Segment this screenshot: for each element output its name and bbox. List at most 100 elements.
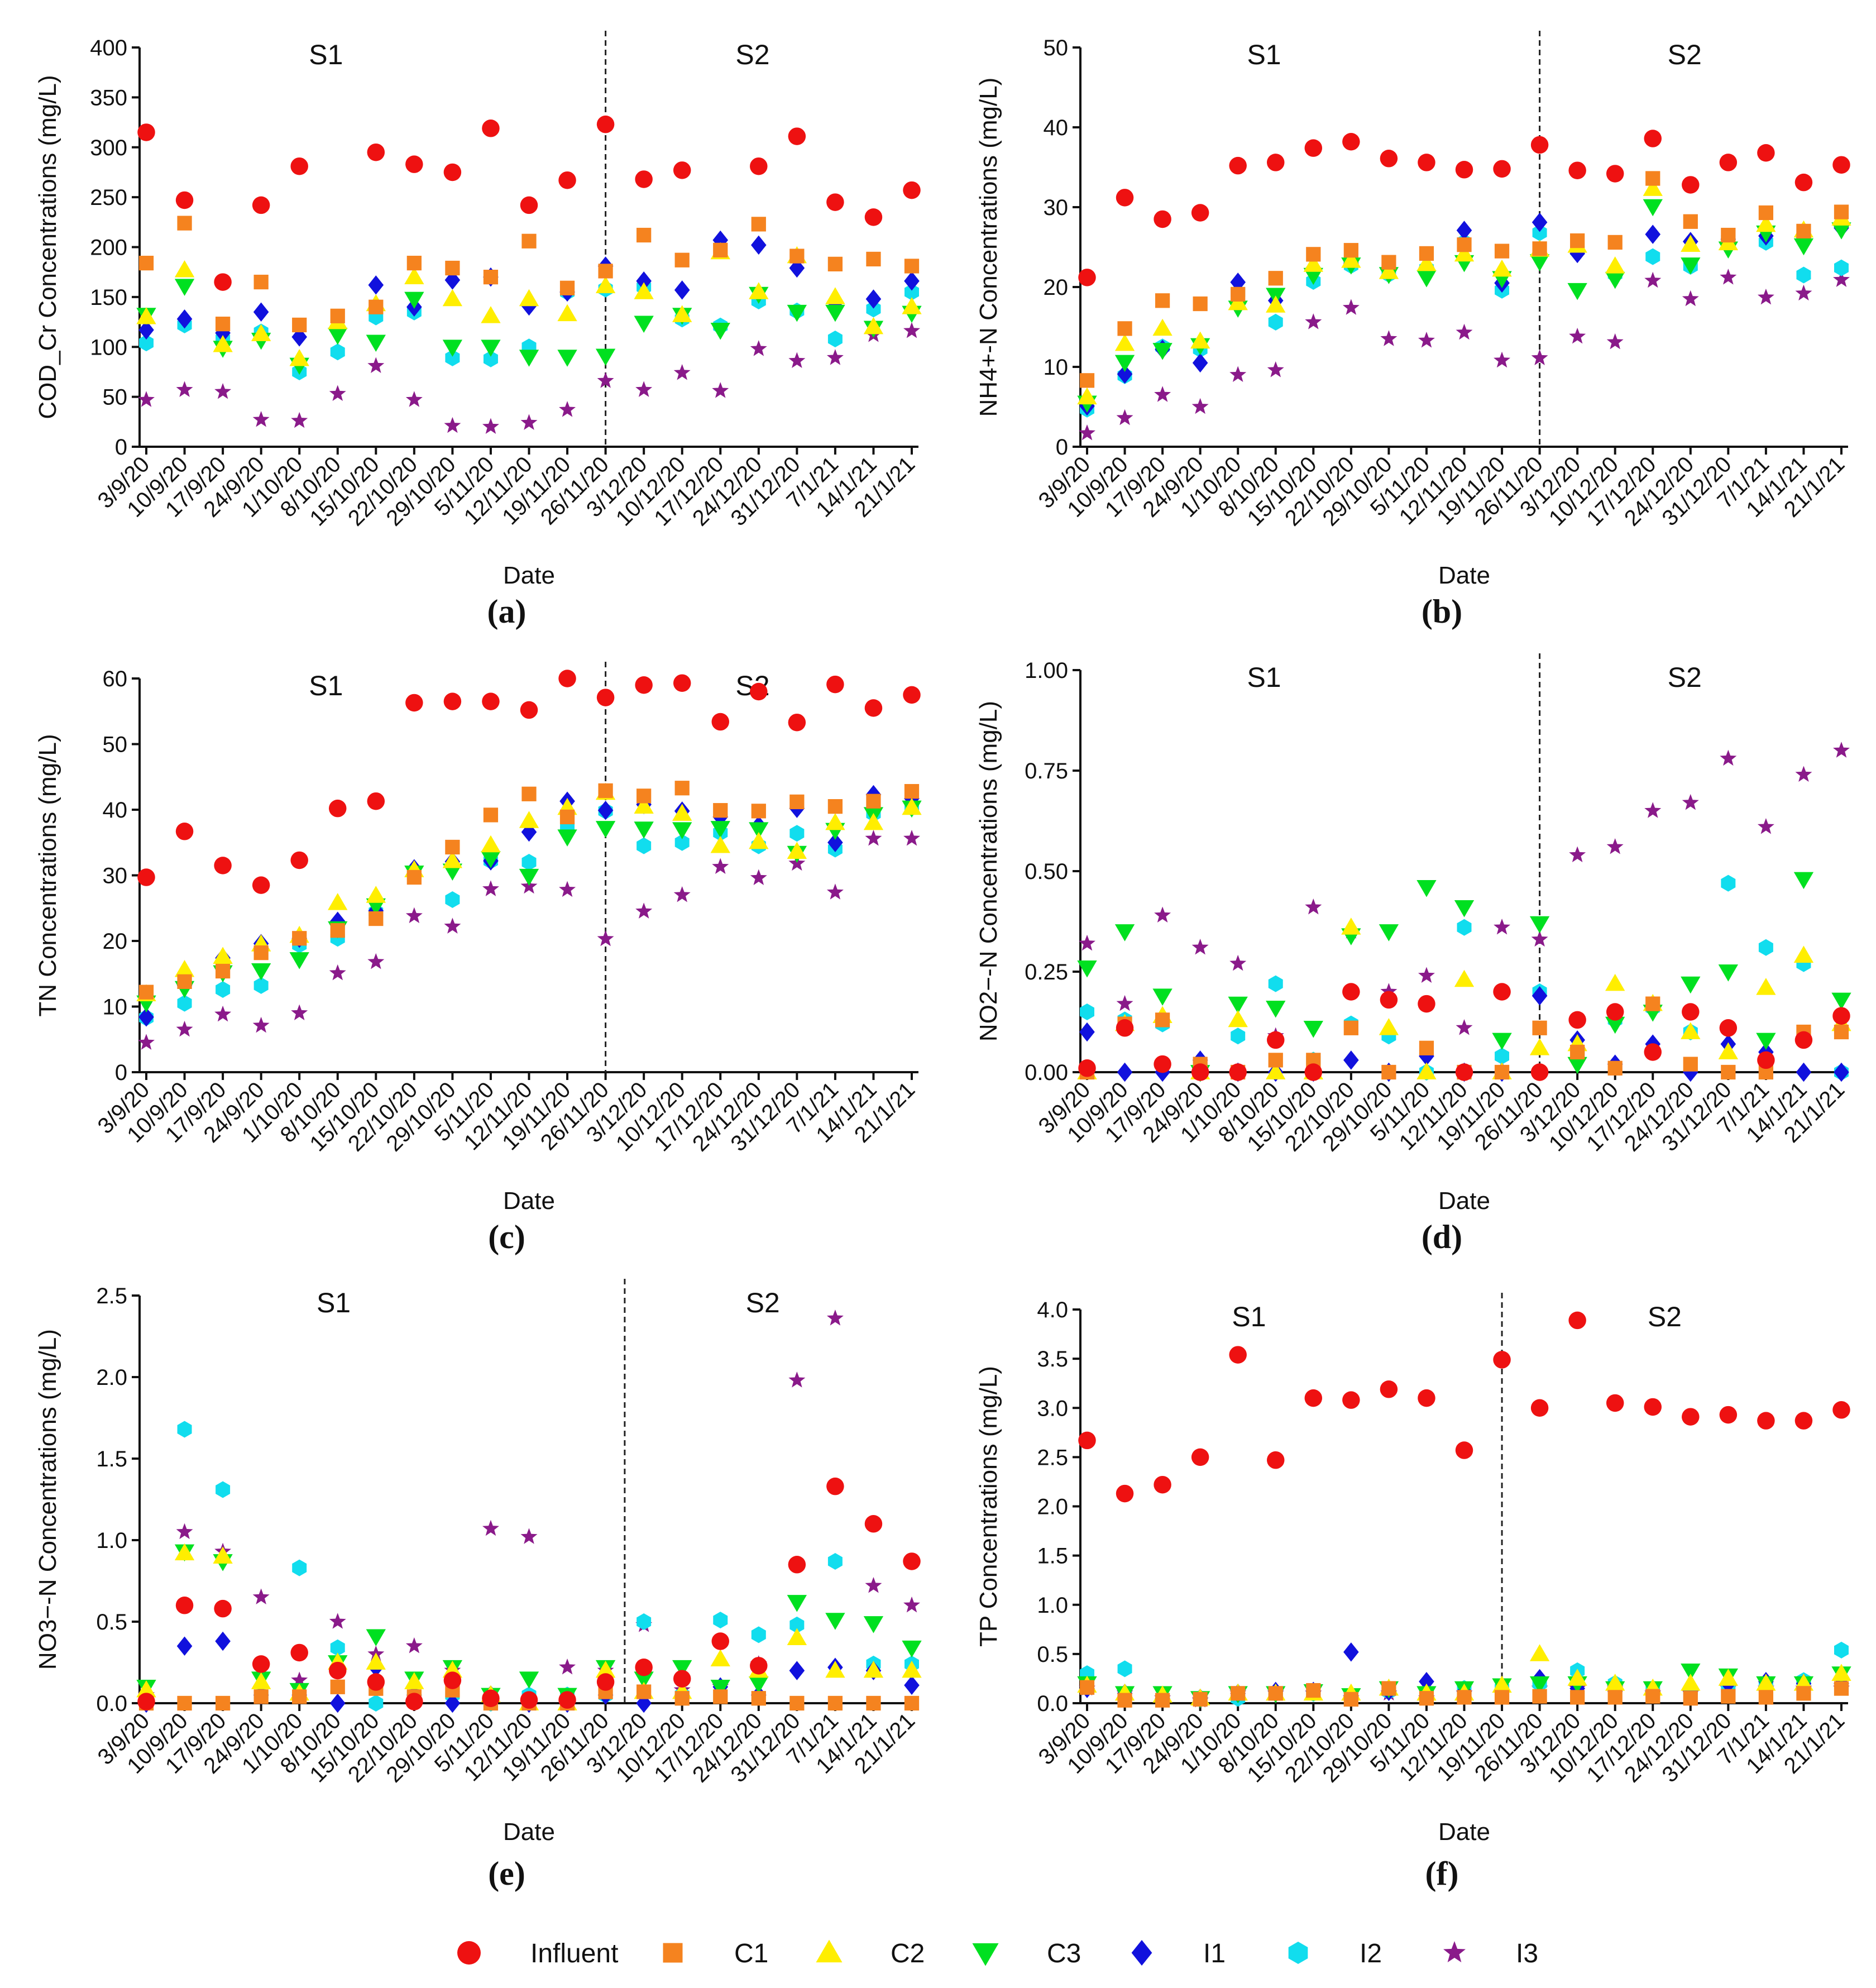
- data-point-c1: [1494, 1690, 1510, 1705]
- data-point-c3: [1266, 1000, 1286, 1018]
- data-point-i3: [865, 1577, 882, 1593]
- data-point-influent: [290, 1643, 308, 1662]
- data-point-c3: [1681, 1664, 1701, 1681]
- data-point-influent: [252, 876, 270, 894]
- data-point-c1: [253, 1689, 269, 1704]
- data-point-c1: [713, 1689, 728, 1704]
- data-point-c2: [289, 349, 309, 366]
- data-point-i3: [1456, 1019, 1473, 1035]
- y-tick-label: 2.0: [1037, 1495, 1068, 1519]
- data-point-i3: [559, 1659, 576, 1675]
- legend-marker-influent: [457, 1941, 481, 1965]
- data-point-i3: [291, 412, 308, 428]
- data-point-influent: [558, 171, 576, 189]
- data-point-i3: [329, 964, 346, 981]
- data-point-i2: [216, 1481, 231, 1498]
- data-point-i3: [176, 381, 193, 397]
- data-point-influent: [137, 1693, 155, 1710]
- legend-label-i2: I2: [1360, 1939, 1382, 1968]
- data-point-c3: [404, 291, 424, 309]
- y-tick-label: 2.5: [1037, 1445, 1068, 1470]
- legend-label-influent: Influent: [530, 1939, 618, 1968]
- y-tick-label: 0.50: [1025, 859, 1068, 884]
- data-point-influent: [1342, 983, 1360, 1001]
- data-point-influent: [482, 692, 500, 710]
- data-point-c1: [1532, 1689, 1547, 1704]
- data-point-i3: [1380, 983, 1398, 999]
- data-point-influent: [214, 1599, 232, 1618]
- data-point-i1: [138, 320, 154, 340]
- x-axis-label: Date: [1438, 1187, 1490, 1215]
- data-point-c1: [789, 1695, 805, 1711]
- data-point-influent: [1191, 1063, 1209, 1081]
- data-point-influent: [1757, 144, 1775, 162]
- data-point-c1: [1117, 1693, 1132, 1708]
- data-point-i3: [750, 869, 767, 885]
- x-axis-label: Date: [1438, 1818, 1490, 1846]
- data-point-influent: [1267, 154, 1285, 171]
- stage-label-s2: S2: [746, 1287, 780, 1318]
- data-point-c3: [1643, 199, 1663, 217]
- data-point-i3: [1494, 919, 1511, 935]
- data-point-c1: [789, 794, 805, 810]
- data-point-c1: [1457, 1690, 1472, 1705]
- y-axis-label: TN Concentrations (mg/L): [34, 734, 61, 1016]
- data-point-i1: [176, 309, 193, 329]
- data-point-c1: [445, 260, 460, 276]
- data-point-influent: [1644, 1398, 1662, 1416]
- data-point-influent: [443, 163, 462, 181]
- data-point-c1: [521, 233, 537, 248]
- data-point-c3: [1718, 964, 1739, 982]
- data-point-c2: [1454, 244, 1475, 262]
- panel-label: (a): [487, 593, 527, 630]
- data-point-influent: [482, 120, 500, 137]
- data-point-i1: [636, 271, 652, 291]
- data-point-c3: [634, 316, 654, 333]
- data-point-i3: [1116, 995, 1133, 1011]
- data-point-c2: [863, 1660, 884, 1678]
- data-point-c3: [519, 868, 539, 886]
- data-point-influent: [1418, 154, 1435, 171]
- data-point-influent: [214, 273, 232, 291]
- data-point-i2: [1834, 259, 1849, 276]
- data-point-influent: [903, 181, 921, 199]
- data-point-i1: [1343, 1050, 1359, 1070]
- data-point-influent: [1342, 1391, 1360, 1409]
- data-point-i1: [904, 1675, 920, 1695]
- data-point-c3: [1228, 996, 1248, 1014]
- data-point-influent: [635, 1659, 653, 1676]
- y-tick-label: 20: [103, 929, 128, 954]
- data-point-i3: [1154, 386, 1171, 402]
- data-point-i3: [1342, 299, 1360, 315]
- data-point-c3: [557, 829, 577, 847]
- data-point-c1: [1645, 171, 1660, 186]
- data-point-i3: [367, 953, 385, 969]
- data-point-c1: [674, 781, 690, 796]
- x-axis-label: Date: [503, 1818, 555, 1846]
- data-point-i3: [635, 381, 653, 397]
- y-tick-label: 0.0: [1037, 1691, 1068, 1716]
- data-point-c3: [1379, 924, 1399, 942]
- data-point-influent: [864, 208, 883, 226]
- data-point-c1: [866, 794, 881, 809]
- data-point-influent: [673, 1670, 691, 1688]
- data-point-c1: [1268, 1053, 1283, 1068]
- data-point-c2: [634, 796, 654, 814]
- data-point-c2: [174, 260, 195, 278]
- data-point-c1: [1683, 1057, 1698, 1072]
- data-point-c1: [904, 259, 920, 274]
- data-point-c2: [1266, 295, 1286, 313]
- data-point-c1: [1193, 296, 1208, 312]
- data-point-i2: [1796, 266, 1811, 284]
- data-point-c1: [1079, 373, 1095, 388]
- data-point-i2: [1268, 313, 1283, 331]
- data-point-influent: [1757, 1412, 1775, 1430]
- data-point-c1: [674, 252, 690, 267]
- data-point-c2: [1077, 387, 1097, 405]
- data-point-c1: [368, 911, 384, 926]
- legend-marker-i3: [1443, 1941, 1466, 1962]
- data-point-influent: [750, 157, 768, 175]
- y-tick-label: 4.0: [1037, 1298, 1068, 1322]
- data-point-c1: [1381, 255, 1396, 270]
